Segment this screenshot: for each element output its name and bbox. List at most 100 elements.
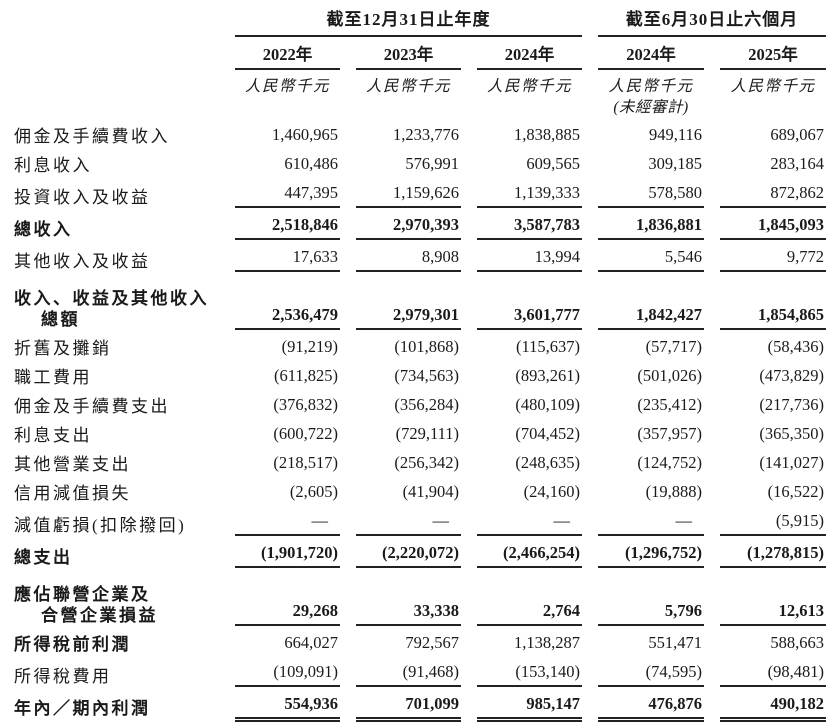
value-cell: (248,635) <box>461 446 582 475</box>
value-cell: 29,268 <box>219 568 340 626</box>
value-cell: 1,460,965 <box>219 118 340 147</box>
table-row: 其他營業支出 (218,517) (256,342) (248,635) (124,75… <box>14 446 826 475</box>
row-label-cell: 年內／期內利潤 <box>14 687 219 719</box>
row-value: (218,517) <box>273 453 338 472</box>
row-label: 收入、收益及其他收入 <box>14 289 209 308</box>
row-label: 其他收入及收益 <box>14 252 151 271</box>
row-value: 588,663 <box>770 633 824 652</box>
row-label: 職工費用 <box>14 368 92 387</box>
value-cell: (704,452) <box>461 417 582 446</box>
row-value: (356,284) <box>394 395 459 414</box>
table-header: 截至12月31日止年度 截至6月30日止六個月 2022年 2023年 2024年 202… <box>14 10 826 118</box>
value-cell: 2,518,846 <box>219 208 340 240</box>
row-label: 所得稅前利潤 <box>14 635 131 654</box>
value-cell: 12,613 <box>704 568 826 626</box>
value-cell: 610,486 <box>219 147 340 176</box>
row-value: 609,565 <box>526 154 580 173</box>
value-cell: (58,436) <box>704 330 826 359</box>
value-cell: 2,970,393 <box>340 208 461 240</box>
row-value: 610,486 <box>284 154 338 173</box>
row-value: (57,717) <box>645 337 702 356</box>
row-value: 792,567 <box>405 633 459 652</box>
value-cell: 447,395 <box>219 176 340 208</box>
value-cell: 985,147 <box>461 687 582 722</box>
row-value: (501,026) <box>637 366 702 385</box>
value-cell: (218,517) <box>219 446 340 475</box>
year-label: 2024年 <box>477 37 582 70</box>
value-cell: 664,027 <box>219 626 340 655</box>
row-value: 1,159,626 <box>356 182 461 208</box>
row-label-spacer <box>14 37 219 70</box>
row-value: (115,637) <box>515 337 580 356</box>
value-cell: (24,160) <box>461 475 582 504</box>
unit-cell: 人民幣千元 <box>219 70 340 118</box>
row-label: 其他營業支出 <box>14 455 131 474</box>
value-cell: (473,829) <box>704 359 826 388</box>
row-value: — <box>356 510 461 536</box>
row-value: 1,836,881 <box>598 214 704 240</box>
value-cell: 9,772 <box>704 240 826 272</box>
table-row: 應佔聯營企業及 合營企業損益 29,268 33,338 2,764 5,796 12,61… <box>14 568 826 626</box>
value-cell: (91,219) <box>219 330 340 359</box>
row-value: 664,027 <box>284 633 338 652</box>
value-cell: 309,185 <box>582 147 704 176</box>
row-value: 576,991 <box>405 154 459 173</box>
row-value: (19,888) <box>645 482 702 501</box>
table-row: 折舊及攤銷 (91,219) (101,868) (115,637) (57,717) (… <box>14 330 826 359</box>
row-label: 利息支出 <box>14 426 92 445</box>
row-label-cell: 信用減值損失 <box>14 475 219 504</box>
row-label-cell: 利息收入 <box>14 147 219 176</box>
value-cell: (98,481) <box>704 655 826 687</box>
year-label: 2022年 <box>235 37 340 70</box>
row-value: 551,471 <box>648 633 702 652</box>
value-cell: 5,796 <box>582 568 704 626</box>
value-cell: 1,854,865 <box>704 272 826 330</box>
value-cell: 3,587,783 <box>461 208 582 240</box>
row-value: (1,278,815) <box>720 542 826 568</box>
row-label-cell: 應佔聯營企業及 合營企業損益 <box>14 568 219 626</box>
row-value: (91,468) <box>356 661 461 687</box>
table-row: 信用減值損失 (2,605) (41,904) (24,160) (19,888) (16… <box>14 475 826 504</box>
row-value: 33,338 <box>356 600 461 626</box>
value-cell: 5,546 <box>582 240 704 272</box>
table-row: 佣金及手續費收入 1,460,965 1,233,776 1,838,885 949,1… <box>14 118 826 147</box>
row-value: (357,957) <box>637 424 702 443</box>
row-label: 應佔聯營企業及 <box>14 585 151 604</box>
row-value: 5,546 <box>598 246 704 272</box>
row-value: 554,936 <box>235 693 340 722</box>
value-cell: (141,027) <box>704 446 826 475</box>
value-cell: (256,342) <box>340 446 461 475</box>
value-cell: — <box>219 504 340 536</box>
table-row: 減值虧損(扣除撥回) — — — — (5,915) <box>14 504 826 536</box>
value-cell: 283,164 <box>704 147 826 176</box>
row-label-cell: 投資收入及收益 <box>14 176 219 208</box>
table-row: 收入、收益及其他收入 總額 2,536,479 2,979,301 3,601,777 1… <box>14 272 826 330</box>
value-cell: — <box>582 504 704 536</box>
row-value: 3,601,777 <box>477 304 582 330</box>
row-label-cell: 收入、收益及其他收入總額 <box>14 272 219 330</box>
value-cell: 701,099 <box>340 687 461 722</box>
row-value: 17,633 <box>235 246 340 272</box>
unit-text: 人民幣千元 <box>608 78 694 95</box>
year-label: 2023年 <box>356 37 461 70</box>
row-label-line2: 總額 <box>41 310 80 329</box>
currency-unit-label: 人民幣千元 <box>356 70 461 97</box>
row-value: (704,452) <box>515 424 580 443</box>
row-value: (124,752) <box>637 453 702 472</box>
row-value: (480,109) <box>515 395 580 414</box>
value-cell: (2,605) <box>219 475 340 504</box>
row-value: (729,111) <box>395 424 459 443</box>
row-value: 13,994 <box>477 246 582 272</box>
row-value: (141,027) <box>759 453 824 472</box>
row-value: 447,395 <box>235 182 340 208</box>
row-label-cell: 總收入 <box>14 208 219 240</box>
row-value: (734,563) <box>394 366 459 385</box>
value-cell: 1,138,287 <box>461 626 582 655</box>
row-label: 總支出 <box>14 548 73 567</box>
row-value: (611,825) <box>273 366 338 385</box>
value-cell: 490,182 <box>704 687 826 722</box>
row-value: (217,736) <box>759 395 824 414</box>
period-group-header: 截至12月31日止年度 <box>219 10 582 37</box>
value-cell: 1,838,885 <box>461 118 582 147</box>
row-value: (16,522) <box>767 482 824 501</box>
